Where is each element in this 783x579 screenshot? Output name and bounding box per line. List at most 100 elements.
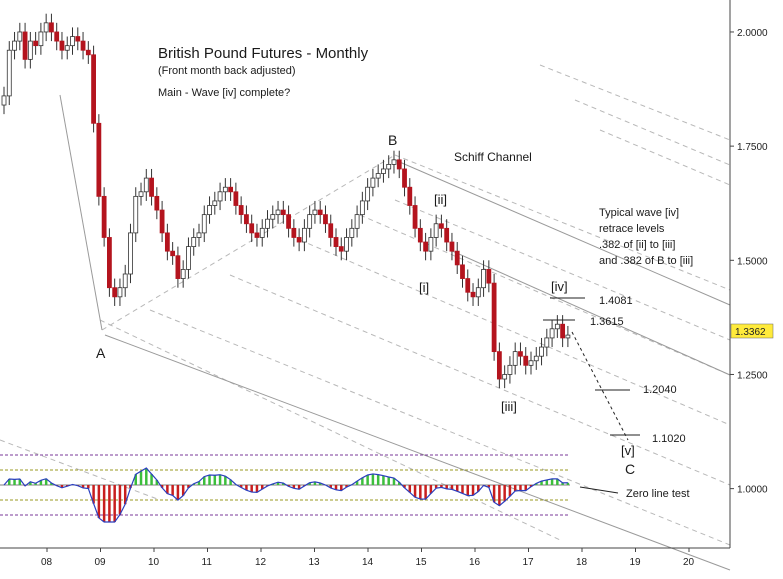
candle-body xyxy=(49,22,54,33)
candle-body xyxy=(539,346,544,357)
candle-body xyxy=(412,205,418,229)
candle-body xyxy=(38,31,44,47)
candle-body xyxy=(128,232,133,275)
candle-body xyxy=(344,237,349,252)
y-tick-label: 1.2500 xyxy=(737,370,768,381)
candle-body xyxy=(54,31,60,42)
candle-body xyxy=(112,287,118,298)
chart-subtitle: (Front month back adjusted) xyxy=(158,65,296,77)
candle-body xyxy=(317,209,323,216)
candle-body xyxy=(460,264,465,279)
x-tick-label: 20 xyxy=(683,557,695,568)
candle-body xyxy=(117,287,123,298)
candle-body xyxy=(338,246,344,252)
candle-body xyxy=(17,31,23,42)
candle-body xyxy=(375,173,381,179)
candle-body xyxy=(96,122,102,197)
x-tick-label: 19 xyxy=(630,557,642,568)
candle-body xyxy=(175,255,181,279)
projection-path xyxy=(571,331,629,441)
candle-body xyxy=(138,191,144,197)
candle-body xyxy=(496,351,502,380)
zero-line-test-label: Zero line test xyxy=(626,488,690,500)
candle-body xyxy=(365,186,371,202)
candle-body xyxy=(201,214,207,234)
candle-body xyxy=(354,214,360,229)
level-label-11020: 1.1020 xyxy=(652,433,686,445)
y-axis: 2.0000 1.7500 1.5000 1.2500 1.0000 1.3362 xyxy=(729,0,774,548)
x-tick-label: 15 xyxy=(416,557,428,568)
x-tick-label: 08 xyxy=(41,557,53,568)
candle-body xyxy=(280,209,286,216)
candle-body xyxy=(475,287,481,298)
x-tick-label: 09 xyxy=(95,557,107,568)
last-price-label: 1.3362 xyxy=(735,327,766,338)
y-tick-label: 1.7500 xyxy=(737,142,768,153)
candle-body xyxy=(164,232,170,252)
candle-body xyxy=(444,227,450,243)
scenario-label: Main - Wave [iv] complete? xyxy=(158,87,290,99)
candle-body xyxy=(122,273,128,289)
candle-body xyxy=(233,191,239,206)
candle-body xyxy=(59,40,65,51)
candle-body xyxy=(544,337,550,348)
wave-label-v: [v] xyxy=(621,443,635,458)
candle-body xyxy=(286,214,291,229)
candle-body xyxy=(196,232,202,238)
candle-body xyxy=(270,214,276,220)
candle-body xyxy=(222,186,228,193)
candle-body xyxy=(254,232,260,238)
candle-body xyxy=(565,334,571,339)
retrace-note-3: .382 of [ii] to [iii] xyxy=(599,239,675,251)
candle-body xyxy=(6,49,12,97)
level-label-14081: 1.4081 xyxy=(599,295,633,307)
candle-body xyxy=(502,374,508,380)
candle-body xyxy=(291,227,297,238)
candle-body xyxy=(43,22,49,33)
x-tick-label: 17 xyxy=(523,557,535,568)
candle-body xyxy=(481,269,486,289)
candle-body xyxy=(27,40,33,60)
candle-body xyxy=(386,163,392,170)
wave-label-c: C xyxy=(625,461,635,477)
candle-body xyxy=(12,40,17,51)
schiff-channel-label: Schiff Channel xyxy=(454,150,532,164)
wave-label-i: [i] xyxy=(419,280,429,295)
candle-body xyxy=(417,227,423,243)
candle-body xyxy=(159,209,165,234)
candle-body xyxy=(486,269,492,284)
candle-body xyxy=(85,49,91,56)
candle-body xyxy=(249,223,255,234)
candle-body xyxy=(549,328,555,339)
candle-body xyxy=(349,227,355,238)
y-tick-label: 1.0000 xyxy=(737,485,768,496)
y-tick-label: 2.0000 xyxy=(737,28,768,39)
candle-body xyxy=(180,269,186,279)
candle-body xyxy=(64,45,70,51)
candle-body xyxy=(296,237,302,243)
candle-body xyxy=(528,360,534,366)
wave-label-iii: [iii] xyxy=(501,399,517,414)
x-tick-label: 13 xyxy=(309,557,321,568)
wave-label-a: A xyxy=(96,345,106,361)
candle-body xyxy=(191,237,197,247)
level-label-13615: 1.3615 xyxy=(590,316,624,328)
candle-body xyxy=(238,205,244,216)
level-label-12040: 1.2040 xyxy=(643,384,677,396)
candle-body xyxy=(101,195,107,238)
candle-body xyxy=(333,237,339,247)
retrace-note-2: retrace levels xyxy=(599,223,665,235)
candle-body xyxy=(423,241,429,252)
candle-body xyxy=(212,200,218,206)
wave-label-b: B xyxy=(388,132,397,148)
candle-body xyxy=(533,355,539,362)
y-tick-label: 1.5000 xyxy=(737,256,768,267)
candle-body xyxy=(70,36,75,47)
candle-body xyxy=(560,323,566,339)
candle-body xyxy=(207,205,212,216)
x-tick-label: 14 xyxy=(362,557,374,568)
x-axis: 08 09 10 11 12 13 14 15 16 17 18 19 20 xyxy=(0,547,730,568)
candle-body xyxy=(33,40,39,47)
candle-body xyxy=(370,177,376,188)
candle-body xyxy=(186,246,191,270)
